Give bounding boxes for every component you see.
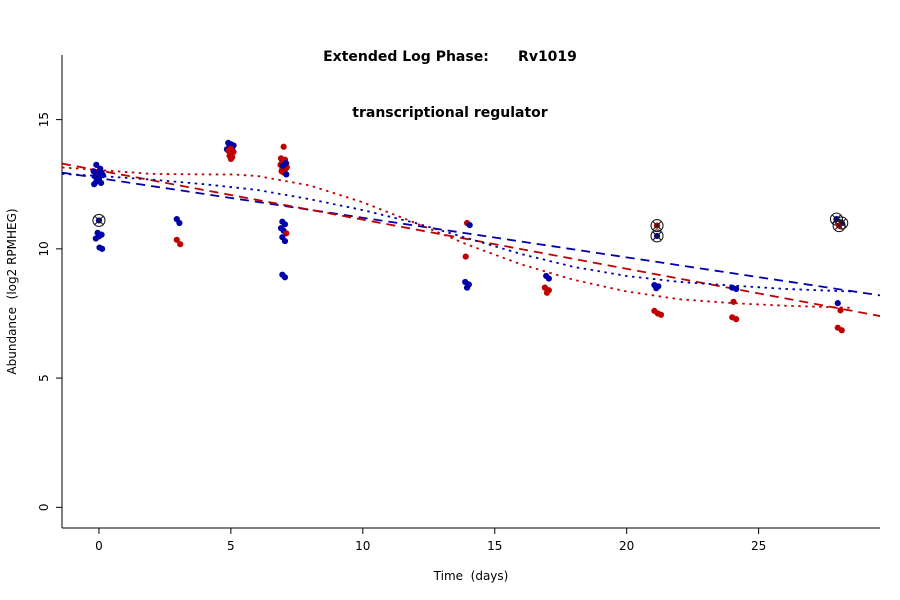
y-tick-label: 10 (37, 241, 51, 256)
data-point (173, 236, 180, 243)
data-point (176, 219, 183, 227)
data-point (279, 162, 286, 169)
data-point (730, 298, 737, 305)
x-tick-label: 25 (751, 539, 766, 553)
y-tick-label: 0 (37, 504, 51, 512)
x-tick-label: 10 (355, 539, 370, 553)
data-point (283, 230, 290, 237)
data-point (543, 289, 551, 296)
data-point (93, 161, 100, 168)
outlier-flag-icon (652, 220, 662, 231)
data-point (466, 221, 473, 229)
data-point (91, 181, 98, 188)
data-point (281, 274, 289, 281)
data-point (462, 253, 469, 260)
x-axis-label: Time (days) (433, 569, 509, 583)
data-point (99, 172, 106, 179)
outlier-flag-icon (834, 220, 844, 231)
blue-linear-fit (61, 171, 881, 297)
data-point (733, 316, 740, 323)
data-point (838, 327, 845, 334)
data-point (657, 311, 665, 318)
data-points (90, 139, 849, 334)
trend-lines (61, 162, 881, 317)
chart-subtitle: transcriptional regulator (352, 105, 548, 122)
data-point (280, 143, 287, 150)
data-point (281, 237, 289, 245)
red-linear-fit (61, 162, 881, 317)
data-point (227, 155, 234, 163)
data-point (281, 221, 289, 228)
y-tick-label: 5 (37, 374, 51, 382)
outlier-flag-icon (650, 219, 664, 233)
data-point (92, 235, 99, 242)
chart-title: Extended Log Phase: Rv1019 (323, 48, 577, 65)
data-point (545, 275, 552, 282)
outlier-flag-icon (650, 229, 664, 243)
data-point (177, 241, 184, 248)
data-point (834, 300, 841, 307)
data-point (733, 285, 740, 293)
x-tick-label: 15 (487, 539, 502, 553)
data-point (463, 284, 471, 291)
data-point (283, 171, 290, 178)
blue-smooth-fit (61, 172, 852, 293)
data-point (653, 285, 660, 292)
outlier-flag-icon (92, 213, 106, 227)
y-tick-label: 15 (37, 112, 51, 127)
x-tick-label: 20 (619, 539, 634, 553)
y-axis: 0 5 10 15 (37, 55, 63, 528)
x-tick-label: 5 (227, 539, 235, 553)
outlier-flag-icon (832, 219, 846, 233)
y-axis-label: Abundance (log2 RPMHEG) (5, 208, 19, 374)
title-block: Extended Log Phase: Rv1019 transcription… (0, 10, 900, 161)
outlier-flag-icon (652, 231, 662, 241)
data-point (99, 245, 106, 252)
x-tick-label: 0 (95, 539, 103, 553)
data-point (837, 307, 844, 314)
outlier-flag-icon (94, 215, 104, 226)
x-axis: 0 5 10 15 20 25 (62, 527, 880, 553)
data-point (97, 179, 105, 187)
